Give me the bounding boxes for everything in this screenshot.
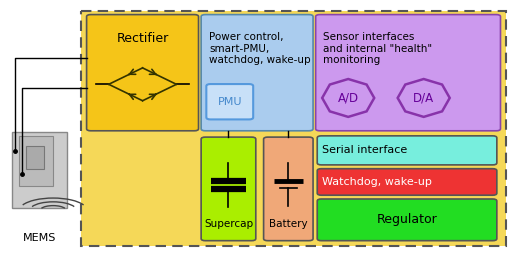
FancyBboxPatch shape (317, 136, 497, 165)
FancyBboxPatch shape (206, 84, 253, 119)
Text: A/D: A/D (338, 91, 359, 104)
FancyBboxPatch shape (201, 137, 256, 241)
Text: MEMS: MEMS (23, 233, 56, 243)
FancyBboxPatch shape (264, 137, 313, 241)
Text: Rectifier: Rectifier (116, 32, 169, 45)
Text: Power control,
smart-PMU,
watchdog, wake-up: Power control, smart-PMU, watchdog, wake… (209, 32, 311, 66)
Text: Battery: Battery (269, 219, 307, 229)
FancyBboxPatch shape (317, 199, 497, 241)
Text: Serial interface: Serial interface (323, 145, 408, 155)
Text: Regulator: Regulator (377, 213, 437, 226)
FancyBboxPatch shape (317, 169, 497, 195)
Bar (12, 132, 67, 208)
Bar (26, 146, 44, 169)
Bar (81, 11, 506, 246)
FancyBboxPatch shape (316, 14, 501, 131)
Bar (19, 136, 53, 186)
Text: Sensor interfaces
and internal "health"
monitoring: Sensor interfaces and internal "health" … (324, 32, 433, 66)
Polygon shape (398, 79, 450, 117)
Text: Watchdog, wake-up: Watchdog, wake-up (323, 177, 432, 187)
FancyBboxPatch shape (201, 14, 313, 131)
Text: D/A: D/A (413, 91, 434, 104)
Polygon shape (322, 79, 374, 117)
Text: Supercap: Supercap (204, 219, 253, 229)
Text: PMU: PMU (218, 97, 242, 107)
FancyBboxPatch shape (87, 14, 198, 131)
